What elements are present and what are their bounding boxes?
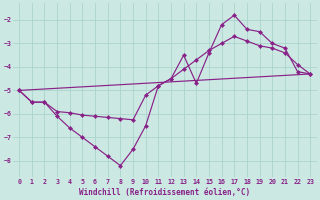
X-axis label: Windchill (Refroidissement éolien,°C): Windchill (Refroidissement éolien,°C)	[79, 188, 250, 197]
